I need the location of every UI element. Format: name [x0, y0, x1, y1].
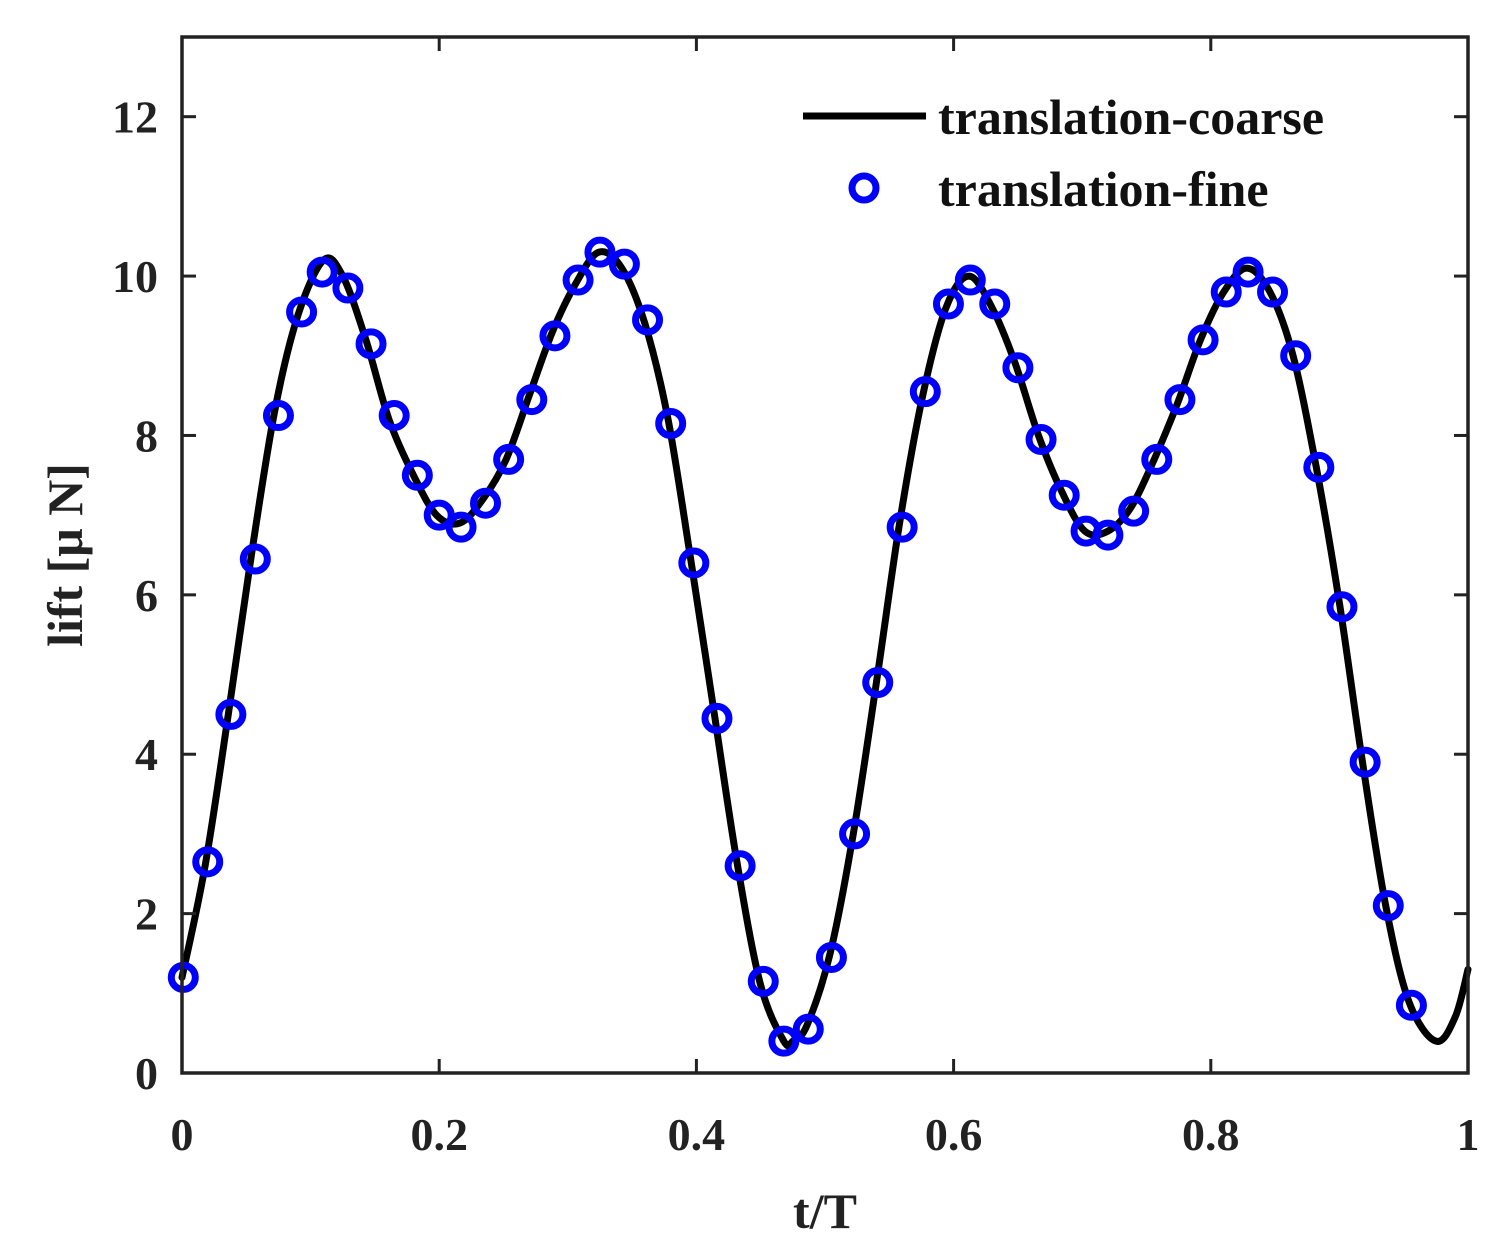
- x-tick-label: 0: [171, 1109, 194, 1160]
- marker-point: [1303, 451, 1335, 483]
- marker-point: [886, 511, 918, 543]
- y-tick-label: 4: [135, 729, 158, 780]
- marker-point: [445, 511, 477, 543]
- marker-point: [1141, 443, 1173, 475]
- marker-point: [1395, 989, 1427, 1021]
- marker-point: [701, 702, 733, 734]
- marker-point: [378, 400, 410, 432]
- marker-point: [1002, 352, 1034, 384]
- marker-point: [332, 272, 364, 304]
- y-axis-label: lift [μ N]: [37, 463, 93, 647]
- marker-point: [1025, 423, 1057, 455]
- marker-point: [724, 850, 756, 882]
- marker-point: [584, 236, 616, 268]
- series-line-translation-coarse: [178, 248, 1472, 1050]
- legend-label-translation-fine: translation-fine: [938, 161, 1269, 217]
- marker-point: [932, 288, 964, 320]
- marker-point: [1326, 591, 1358, 623]
- marker-point: [516, 384, 548, 416]
- marker-point: [493, 443, 525, 475]
- legend-label-translation-coarse: translation-coarse: [938, 89, 1324, 145]
- y-tick-label: 12: [112, 92, 158, 143]
- marker-point: [768, 1025, 800, 1057]
- marker-point: [192, 846, 224, 878]
- marker-point: [1187, 324, 1219, 356]
- marker-point: [1118, 495, 1150, 527]
- marker-point: [747, 965, 779, 997]
- y-axis-ticks: 0 2 4 6 8 10 12: [112, 92, 1468, 1099]
- x-tick-label: 0.4: [668, 1109, 726, 1160]
- marker-point: [954, 264, 986, 296]
- legend: translation-coarse translation-fine: [803, 89, 1324, 217]
- marker-point: [539, 320, 571, 352]
- marker-point: [1349, 746, 1381, 778]
- y-tick-label: 6: [135, 570, 158, 621]
- x-tick-label: 0.6: [925, 1109, 983, 1160]
- marker-point: [792, 1013, 824, 1045]
- x-tick-label: 1: [1457, 1109, 1480, 1160]
- marker-point: [862, 667, 894, 699]
- y-tick-label: 10: [112, 251, 158, 302]
- axes-box: [180, 35, 1470, 1075]
- marker-point: [401, 459, 433, 491]
- marker-point: [839, 818, 871, 850]
- marker-point: [1372, 890, 1404, 922]
- plot-area: [167, 236, 1472, 1057]
- marker-point: [239, 543, 271, 575]
- marker-point: [286, 296, 318, 328]
- x-tick-label: 0.8: [1182, 1109, 1240, 1160]
- x-axis-ticks: 0 0.2 0.4 0.6 0.8 1: [171, 37, 1480, 1160]
- marker-point: [815, 941, 847, 973]
- marker-point: [1210, 276, 1242, 308]
- marker-point: [1092, 519, 1124, 551]
- marker-point: [262, 400, 294, 432]
- marker-point: [1048, 479, 1080, 511]
- x-tick-label: 0.2: [410, 1109, 468, 1160]
- marker-point: [678, 547, 710, 579]
- marker-point: [979, 288, 1011, 320]
- series-markers-translation-fine: [167, 236, 1427, 1057]
- marker-point: [1280, 340, 1312, 372]
- marker-point: [355, 328, 387, 360]
- y-tick-label: 8: [135, 410, 158, 461]
- marker-point: [632, 304, 664, 336]
- marker-point: [655, 408, 687, 440]
- marker-point: [1257, 276, 1289, 308]
- marker-point: [306, 256, 338, 288]
- legend-marker-sample: [848, 172, 880, 204]
- x-axis-label: t/T: [793, 1183, 857, 1239]
- marker-point: [1164, 384, 1196, 416]
- marker-point: [608, 248, 640, 280]
- y-tick-label: 0: [135, 1048, 158, 1099]
- marker-point: [909, 376, 941, 408]
- marker-point: [469, 487, 501, 519]
- y-tick-label: 2: [135, 889, 158, 940]
- marker-point: [215, 698, 247, 730]
- marker-point: [1232, 256, 1264, 288]
- marker-point: [562, 264, 594, 296]
